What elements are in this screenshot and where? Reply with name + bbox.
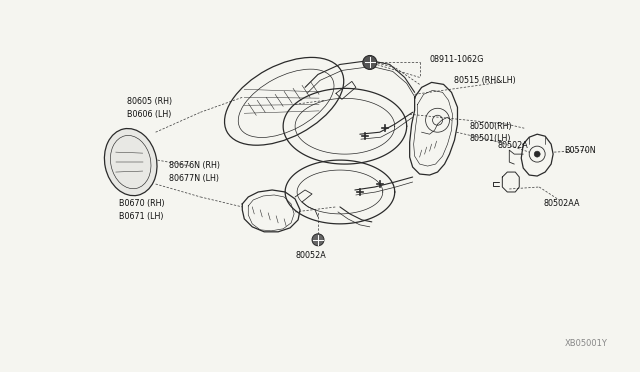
Text: 80676N (RH): 80676N (RH): [168, 161, 220, 170]
Text: 80677N (LH): 80677N (LH): [168, 173, 219, 183]
Circle shape: [312, 234, 324, 246]
Circle shape: [363, 55, 377, 70]
Text: 80515 (RH&LH): 80515 (RH&LH): [454, 76, 516, 85]
Text: B0570N: B0570N: [564, 145, 596, 155]
Text: 80052A: 80052A: [295, 251, 326, 260]
Text: B0670 (RH): B0670 (RH): [119, 199, 164, 208]
Text: XB05001Y: XB05001Y: [565, 339, 608, 348]
Ellipse shape: [104, 128, 157, 196]
Text: 80605 (RH): 80605 (RH): [127, 97, 172, 106]
Text: 08911-1062G: 08911-1062G: [429, 55, 484, 64]
Text: B0671 (LH): B0671 (LH): [119, 212, 163, 221]
Circle shape: [534, 151, 540, 157]
Text: 80500(RH): 80500(RH): [469, 122, 512, 131]
Text: 80502A: 80502A: [497, 141, 528, 150]
Text: B0606 (LH): B0606 (LH): [127, 110, 171, 119]
Text: 80501(LH): 80501(LH): [469, 134, 511, 143]
Text: 80502AA: 80502AA: [543, 199, 580, 208]
